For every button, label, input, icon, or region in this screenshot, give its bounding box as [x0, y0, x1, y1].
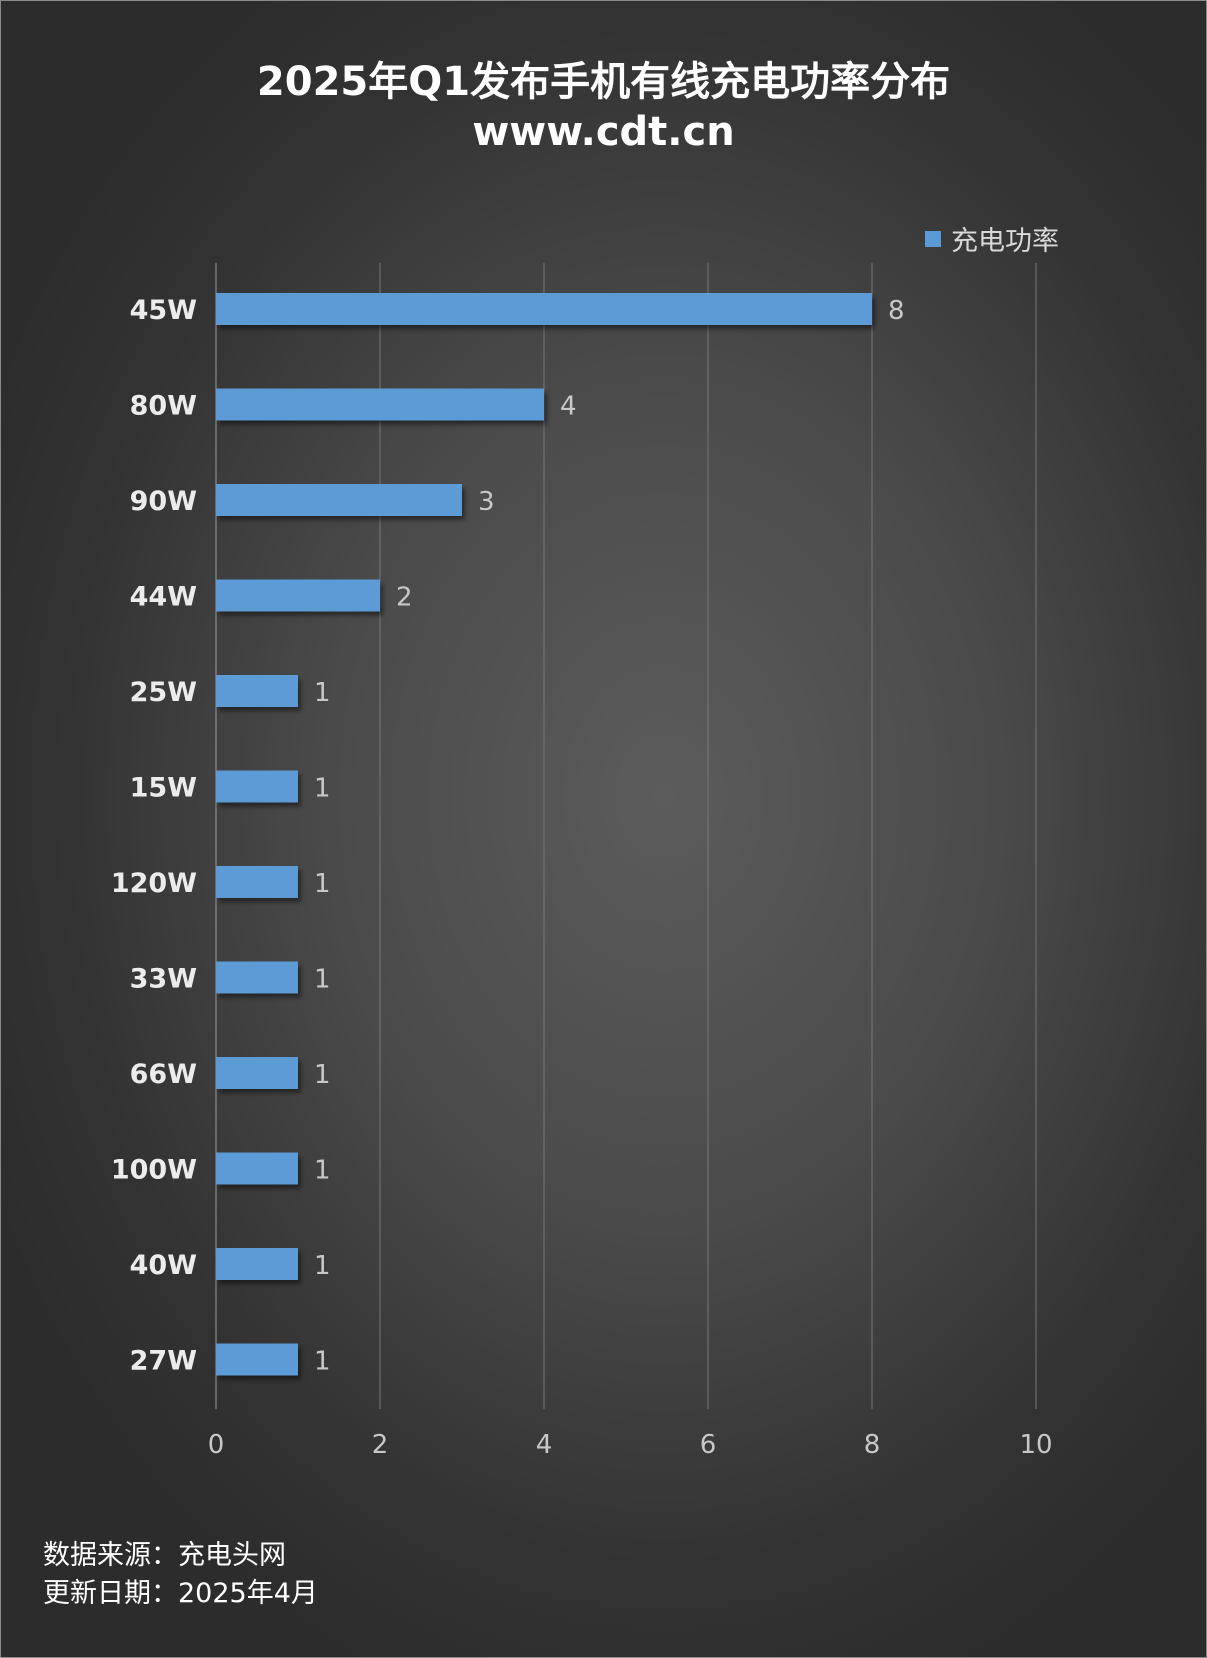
bar-66W	[216, 1057, 298, 1089]
chart-legend: 充电功率	[925, 219, 1059, 258]
y-tick-label: 66W	[130, 1059, 197, 1090]
legend-label: 充电功率	[951, 226, 1059, 257]
bar-15W	[216, 770, 298, 803]
y-tick-label: 45W	[130, 295, 197, 326]
x-tick-label: 0	[208, 1430, 225, 1460]
data-label: 2	[396, 583, 413, 613]
bar-90W	[216, 484, 462, 516]
y-tick-label: 40W	[130, 1250, 197, 1281]
x-tick-label: 4	[536, 1430, 553, 1460]
data-label: 1	[314, 678, 331, 708]
data-label: 1	[314, 965, 331, 995]
x-tick-label: 8	[864, 1430, 881, 1460]
bar-100W	[216, 1152, 298, 1185]
bar-33W	[216, 961, 298, 994]
chart-title: 2025年Q1发布手机有线充电功率分布 www.cdt.cn	[1, 57, 1206, 157]
data-source-text: 数据来源：充电头网	[43, 1540, 286, 1571]
y-tick-label: 44W	[130, 582, 197, 613]
data-label: 3	[478, 487, 495, 517]
bar-25W	[216, 675, 298, 707]
chart-title-line2: www.cdt.cn	[472, 109, 735, 155]
data-label: 1	[314, 869, 331, 899]
x-tick-label: 2	[372, 1430, 389, 1460]
y-tick-label: 100W	[111, 1155, 197, 1186]
footer: 数据来源：充电头网 更新日期：2025年4月	[43, 1537, 318, 1613]
y-tick-label: 33W	[130, 964, 197, 995]
data-label: 8	[888, 296, 905, 326]
bar-40W	[216, 1248, 298, 1280]
y-tick-label: 80W	[130, 391, 197, 422]
y-tick-label: 15W	[130, 773, 197, 804]
data-label: 1	[314, 1156, 331, 1186]
bar-45W	[216, 293, 872, 325]
x-tick-label: 10	[1019, 1430, 1052, 1460]
bar-120W	[216, 866, 298, 898]
bar-44W	[216, 579, 380, 612]
y-tick-label: 90W	[130, 486, 197, 517]
y-tick-label: 25W	[130, 677, 197, 708]
y-tick-label: 27W	[130, 1346, 197, 1377]
data-label: 4	[560, 392, 577, 422]
bar-27W	[216, 1343, 298, 1376]
y-tick-label: 120W	[111, 868, 197, 899]
data-label: 1	[314, 1347, 331, 1377]
data-label: 1	[314, 1060, 331, 1090]
chart-title-line1: 2025年Q1发布手机有线充电功率分布	[256, 59, 951, 105]
update-date-text: 更新日期：2025年4月	[43, 1578, 318, 1609]
legend-swatch	[925, 230, 941, 247]
data-label: 1	[314, 774, 331, 804]
x-tick-label: 6	[700, 1430, 717, 1460]
bar-80W	[216, 388, 544, 421]
data-label: 1	[314, 1251, 331, 1281]
